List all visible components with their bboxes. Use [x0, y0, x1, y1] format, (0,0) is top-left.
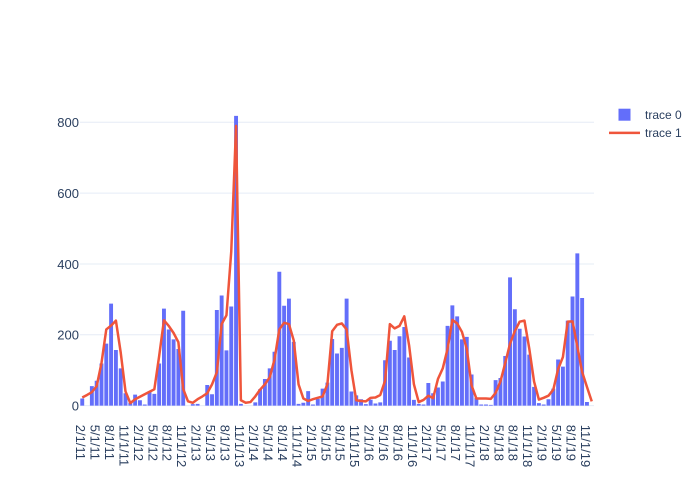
svg-text:5/1/16: 5/1/16 — [376, 425, 391, 461]
svg-text:2/1/14: 2/1/14 — [246, 425, 261, 461]
svg-text:5/1/19: 5/1/19 — [549, 425, 564, 461]
svg-text:5/1/11: 5/1/11 — [88, 425, 103, 460]
svg-text:11/1/17: 11/1/17 — [462, 425, 477, 467]
svg-text:8/1/18: 8/1/18 — [506, 425, 521, 461]
svg-text:11/1/12: 11/1/12 — [174, 425, 189, 467]
svg-text:2/1/15: 2/1/15 — [304, 425, 319, 461]
svg-text:11/1/11: 11/1/11 — [116, 425, 131, 466]
svg-text:8/1/12: 8/1/12 — [160, 425, 175, 461]
svg-text:0: 0 — [72, 398, 79, 413]
svg-text:5/1/13: 5/1/13 — [203, 425, 218, 461]
svg-text:2/1/16: 2/1/16 — [362, 425, 377, 461]
svg-text:8/1/16: 8/1/16 — [390, 425, 405, 461]
svg-text:trace 0: trace 0 — [645, 108, 682, 122]
svg-text:8/1/11: 8/1/11 — [102, 425, 117, 460]
svg-text:2/1/18: 2/1/18 — [477, 425, 492, 461]
svg-text:8/1/14: 8/1/14 — [275, 425, 290, 461]
svg-text:11/1/14: 11/1/14 — [289, 425, 304, 467]
svg-text:11/1/16: 11/1/16 — [405, 425, 420, 467]
svg-text:5/1/12: 5/1/12 — [145, 425, 160, 461]
svg-text:11/1/15: 11/1/15 — [347, 425, 362, 467]
svg-text:trace 1: trace 1 — [645, 126, 682, 140]
svg-text:5/1/18: 5/1/18 — [491, 425, 506, 461]
svg-text:2/1/17: 2/1/17 — [419, 425, 434, 461]
svg-text:400: 400 — [57, 257, 79, 272]
svg-text:2/1/12: 2/1/12 — [131, 425, 146, 461]
svg-text:5/1/14: 5/1/14 — [261, 425, 276, 461]
svg-text:8/1/19: 8/1/19 — [563, 425, 578, 461]
svg-text:800: 800 — [57, 115, 79, 130]
svg-text:2/1/13: 2/1/13 — [189, 425, 204, 461]
svg-text:8/1/15: 8/1/15 — [333, 425, 348, 461]
svg-text:5/1/15: 5/1/15 — [318, 425, 333, 461]
svg-text:8/1/17: 8/1/17 — [448, 425, 463, 461]
svg-text:8/1/13: 8/1/13 — [217, 425, 232, 461]
svg-text:600: 600 — [57, 186, 79, 201]
svg-text:200: 200 — [57, 328, 79, 343]
svg-text:11/1/18: 11/1/18 — [520, 425, 535, 467]
svg-text:2/1/11: 2/1/11 — [73, 425, 88, 460]
svg-text:2/1/19: 2/1/19 — [535, 425, 550, 461]
svg-text:5/1/17: 5/1/17 — [434, 425, 449, 461]
svg-text:11/1/13: 11/1/13 — [232, 425, 247, 467]
svg-text:11/1/19: 11/1/19 — [578, 425, 593, 467]
